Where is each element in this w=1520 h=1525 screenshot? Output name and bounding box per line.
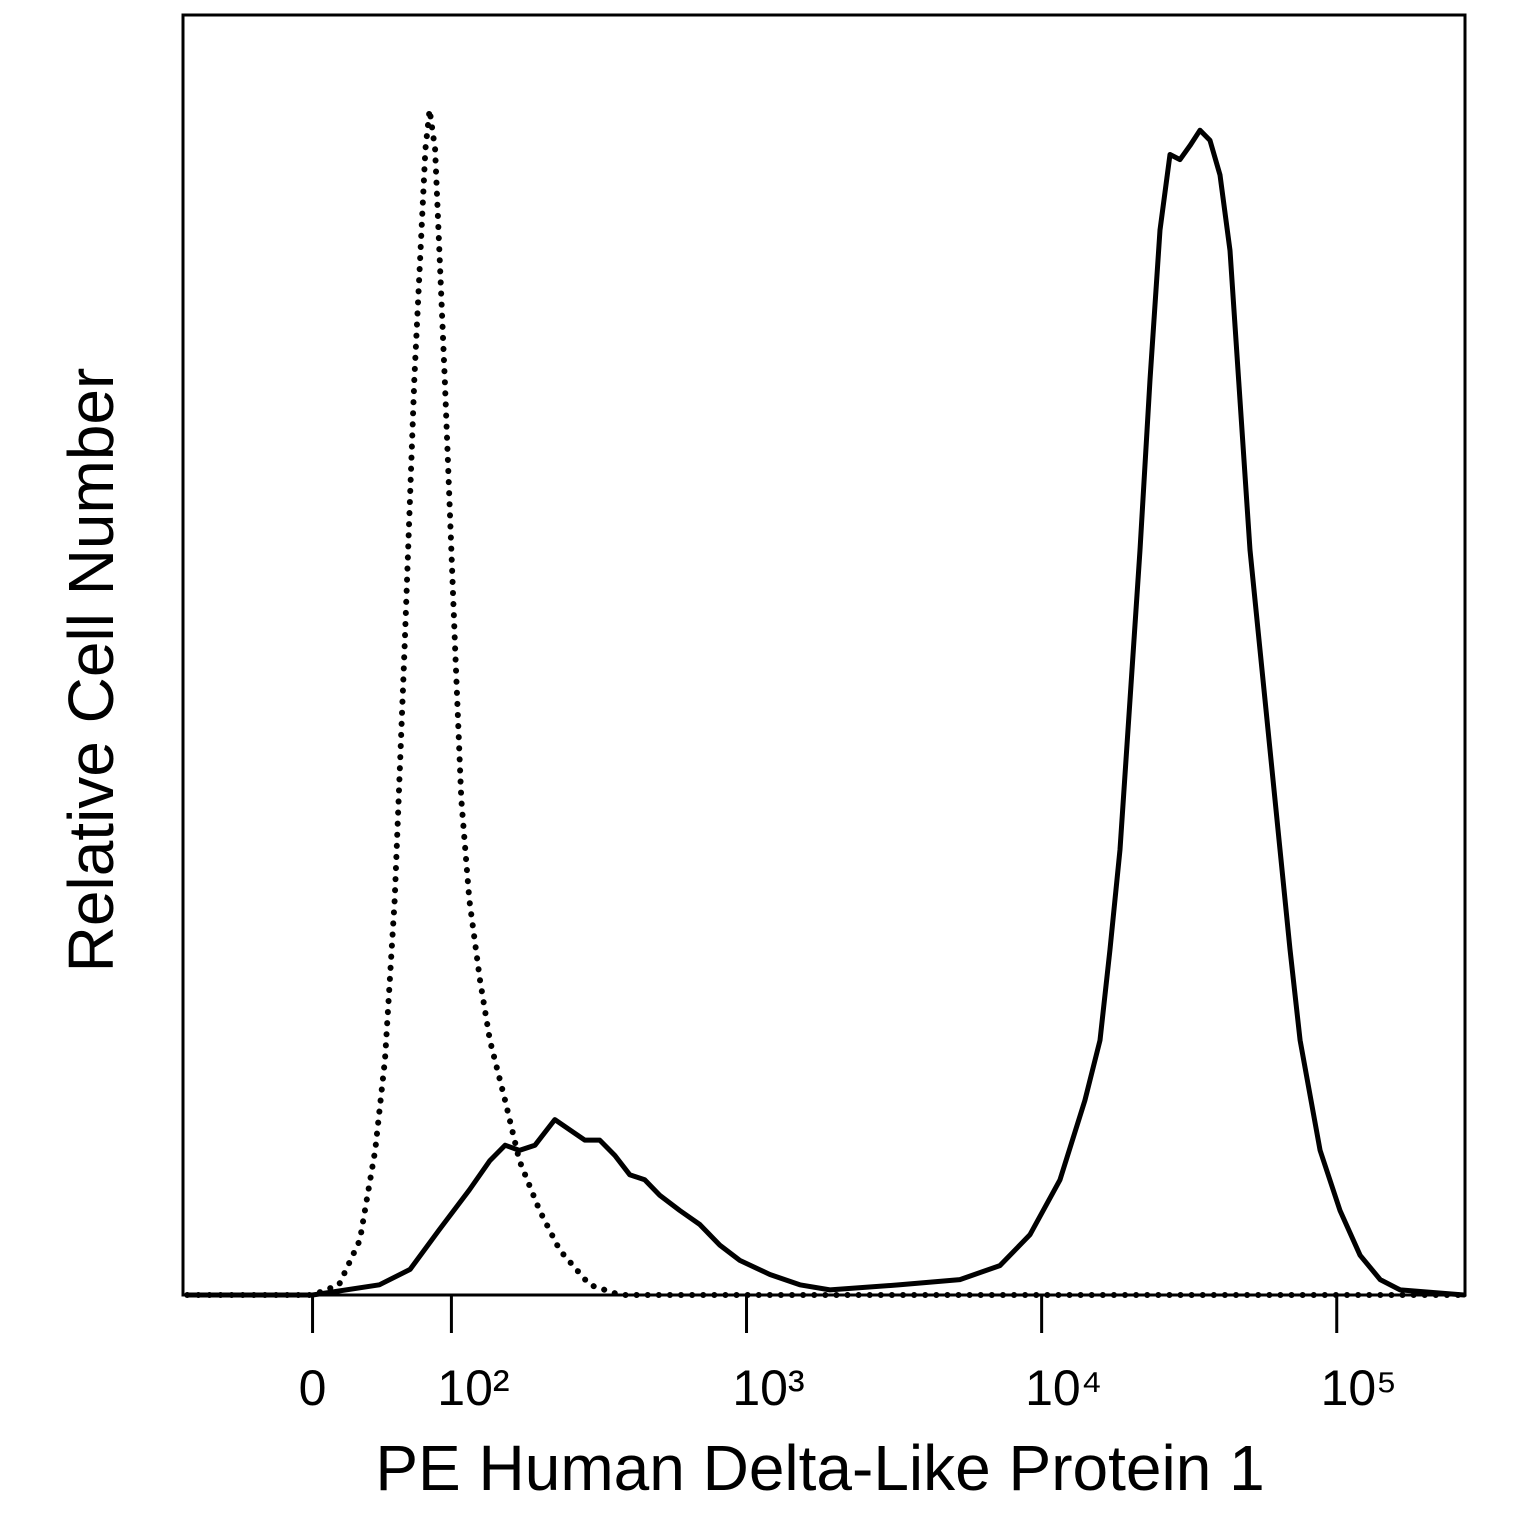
- x-tick-label: 0: [299, 1360, 327, 1416]
- x-tick-label: 10³: [732, 1360, 804, 1416]
- x-axis-label: PE Human Delta-Like Protein 1: [375, 1432, 1264, 1504]
- x-tick-label: 10⁴: [1025, 1360, 1102, 1416]
- plot-frame: [181, 13, 1467, 1297]
- histogram-line: [184, 106, 1468, 1298]
- histogram-line: [184, 127, 1467, 1298]
- x-tick-label: 10²: [437, 1360, 509, 1416]
- y-axis-label: Relative Cell Number: [55, 368, 127, 973]
- x-tick-label: 10⁵: [1321, 1360, 1397, 1416]
